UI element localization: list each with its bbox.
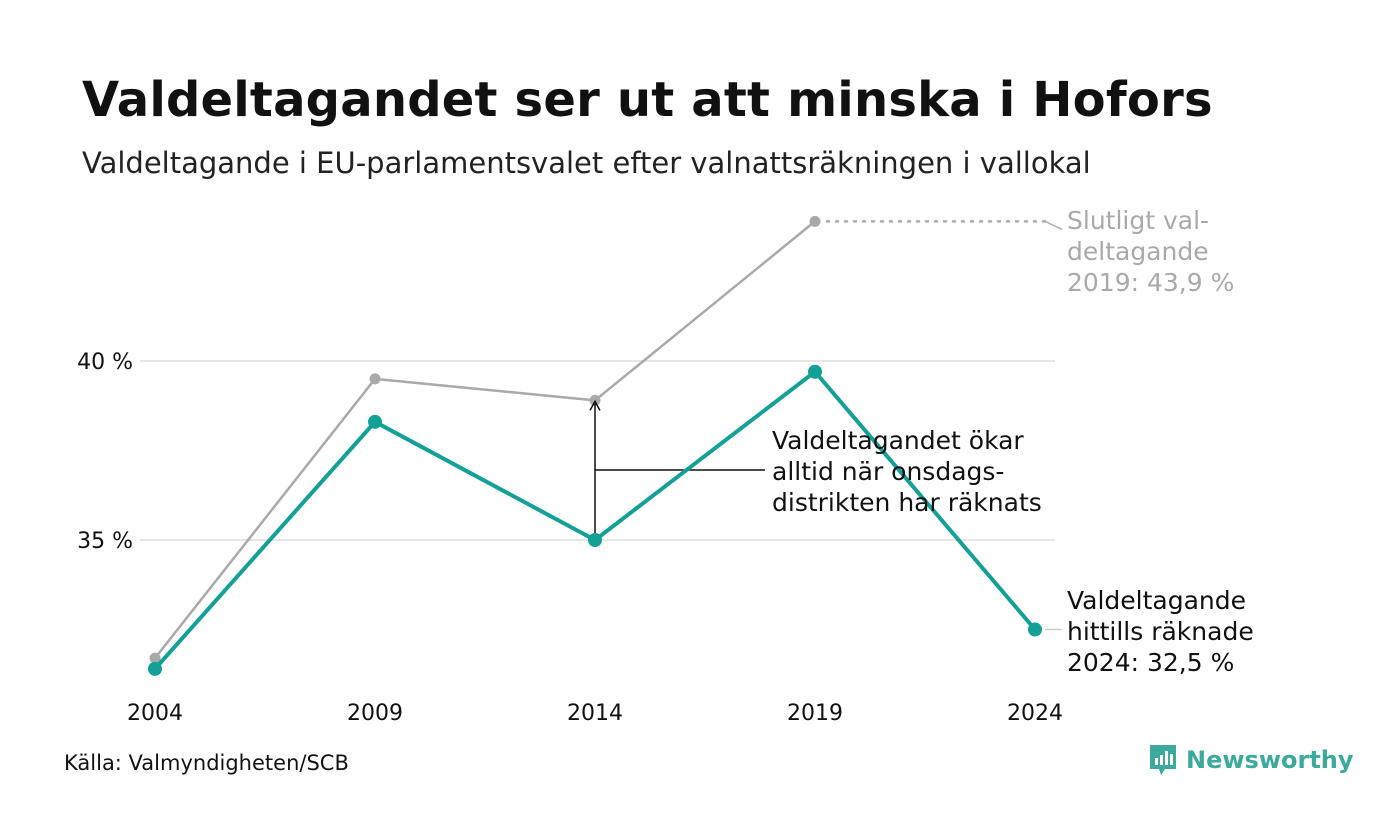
final-2019-label: deltagande [1067,237,1209,266]
counted-series-point [368,414,382,429]
counted-series-point [1028,622,1042,637]
final-series-point [369,373,381,385]
y-tick-label: 40 % [77,350,133,375]
x-tick-label: 2014 [567,701,623,726]
final-2019-label: Slutligt val- [1067,206,1209,235]
annotation-arrowhead [589,399,601,411]
counted-2024-label: hittills räknade [1067,617,1254,646]
brand-logo[interactable]: Newsworthy [1148,743,1354,777]
counted-2024-label: 2024: 32,5 % [1067,648,1234,677]
wednesday-annotation: alltid när onsdags- [772,457,1004,486]
source-note: Källa: Valmyndigheten/SCB [64,751,349,775]
final-series-point [149,652,161,664]
counted-2024-label: Valdeltagande [1067,586,1246,615]
final-series-point [809,215,821,227]
y-tick-label: 35 % [77,529,133,554]
x-tick-label: 2004 [127,701,183,726]
counted-series-point [148,661,162,676]
wednesday-annotation: distrikten har räknats [772,488,1042,517]
counted-series-point [588,533,602,547]
x-tick-label: 2019 [787,701,843,726]
newsworthy-logo-icon [1150,745,1176,775]
final-2019-label: 2019: 43,9 % [1067,268,1234,297]
chart-subtitle: Valdeltagande i EU-parlamentsvalet efter… [82,146,1091,180]
wednesday-annotation: Valdeltagandet ökar [772,426,1024,455]
brand-name: Newsworthy [1186,746,1354,774]
chart-title: Valdeltagandet ser ut att minska i Hofor… [82,72,1213,128]
x-tick-label: 2009 [347,701,403,726]
final-2019-leader-tick [1044,220,1063,231]
counted-series-point [808,364,822,379]
final-series-line [154,220,816,659]
x-tick-label: 2024 [1007,701,1063,726]
